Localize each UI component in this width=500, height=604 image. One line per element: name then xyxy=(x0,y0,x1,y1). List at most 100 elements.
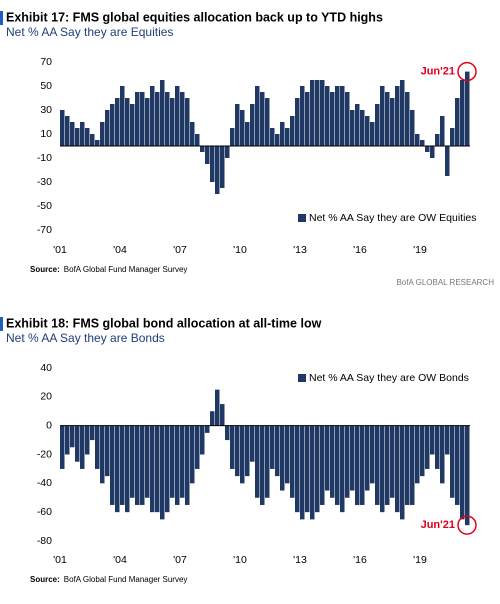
bar xyxy=(210,146,215,182)
bar xyxy=(160,425,165,520)
bar xyxy=(145,425,150,498)
bar xyxy=(390,98,395,146)
bar xyxy=(270,425,275,469)
y-tick-label: 70 xyxy=(40,56,52,68)
bar xyxy=(215,389,220,426)
bar xyxy=(195,425,200,469)
chart-subtitle: Net % AA Say they are Equities xyxy=(6,25,173,39)
bar xyxy=(110,425,115,505)
bar xyxy=(350,110,355,146)
bar xyxy=(135,425,140,505)
highlight-circle xyxy=(457,515,477,535)
bar xyxy=(190,425,195,484)
bar xyxy=(240,425,245,484)
bar xyxy=(435,425,440,469)
bar xyxy=(295,425,300,513)
y-tick-label: -50 xyxy=(37,200,52,212)
bar xyxy=(265,425,270,498)
bar xyxy=(410,425,415,505)
source-text: BofA Global Fund Manager Survey xyxy=(64,265,188,274)
bar xyxy=(80,122,85,146)
bar xyxy=(225,425,230,441)
bar xyxy=(175,86,180,146)
bar xyxy=(105,110,110,146)
bar xyxy=(440,116,445,146)
bar xyxy=(225,146,230,158)
bar xyxy=(260,92,265,146)
bar xyxy=(320,425,325,505)
bar xyxy=(250,425,255,462)
bar xyxy=(85,425,90,455)
bar xyxy=(290,116,295,146)
bar xyxy=(115,98,120,146)
x-tick-label: '19 xyxy=(413,554,427,566)
x-tick-label: '13 xyxy=(293,244,307,256)
bar xyxy=(120,425,125,505)
bar xyxy=(420,425,425,477)
bar xyxy=(145,98,150,146)
bar xyxy=(395,86,400,146)
bar xyxy=(445,425,450,455)
y-tick-label: -10 xyxy=(37,152,52,164)
y-tick-label: -60 xyxy=(37,506,52,518)
bar xyxy=(110,104,115,146)
bar xyxy=(260,425,265,505)
bar xyxy=(460,425,465,520)
bar xyxy=(430,425,435,455)
bar xyxy=(300,86,305,146)
bar xyxy=(390,425,395,498)
bar xyxy=(220,146,225,188)
bar xyxy=(125,98,130,146)
bar xyxy=(310,425,315,520)
bar xyxy=(425,425,430,469)
bar xyxy=(255,425,260,498)
bar xyxy=(425,146,430,152)
bar xyxy=(150,86,155,146)
bar xyxy=(440,425,445,484)
bar xyxy=(310,80,315,146)
annotation: Jun'21 xyxy=(421,66,455,78)
bar xyxy=(435,134,440,146)
bar xyxy=(195,134,200,146)
bar xyxy=(395,425,400,513)
bar xyxy=(410,110,415,146)
bar xyxy=(60,110,65,146)
y-tick-label: 40 xyxy=(40,362,52,374)
bar xyxy=(360,425,365,505)
annotation: Jun'21 xyxy=(421,519,455,531)
y-tick-label: 0 xyxy=(46,419,52,431)
bar xyxy=(100,122,105,146)
bar xyxy=(330,425,335,498)
bar xyxy=(255,86,260,146)
bar xyxy=(465,71,470,146)
y-tick-label: -30 xyxy=(37,176,52,188)
bar xyxy=(115,425,120,513)
bar xyxy=(345,425,350,498)
bar xyxy=(330,92,335,146)
bar xyxy=(335,425,340,505)
bar xyxy=(190,122,195,146)
bar xyxy=(170,98,175,146)
bar xyxy=(90,425,95,441)
bar xyxy=(340,425,345,513)
bar xyxy=(355,104,360,146)
y-tick-label: -20 xyxy=(37,448,52,460)
legend-label: Net % AA Say they are OW Bonds xyxy=(309,372,469,384)
x-tick-label: '16 xyxy=(353,244,367,256)
bar xyxy=(375,104,380,146)
legend-swatch xyxy=(298,374,306,382)
bar xyxy=(455,98,460,146)
title-marker xyxy=(0,11,3,25)
bar xyxy=(405,92,410,146)
bar xyxy=(65,425,70,455)
source: Source: BofA Global Fund Manager Survey xyxy=(30,265,187,274)
bar xyxy=(320,80,325,146)
bar xyxy=(465,425,470,526)
bar xyxy=(240,110,245,146)
bar xyxy=(180,425,185,498)
bar xyxy=(415,425,420,484)
bar xyxy=(235,104,240,146)
bar xyxy=(95,140,100,146)
legend-label: Net % AA Say they are OW Equities xyxy=(309,212,477,224)
bar xyxy=(170,425,175,498)
